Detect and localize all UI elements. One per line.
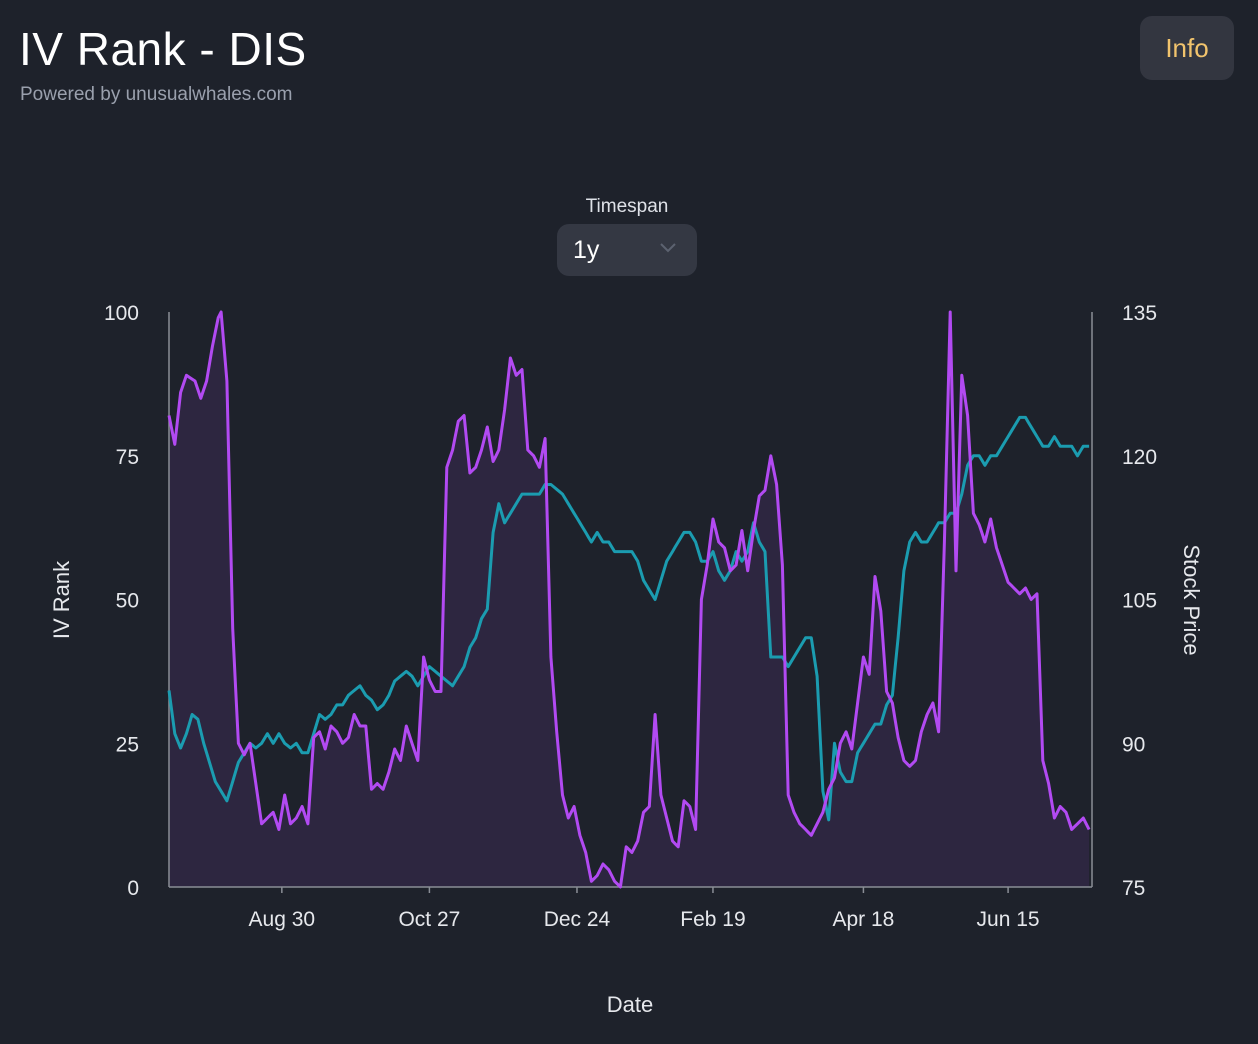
timespan-select[interactable]: 1y <box>557 224 697 276</box>
stock-price-line <box>167 415 1090 822</box>
x-tick-label: Feb 19 <box>680 908 745 931</box>
y-tick-label: 0 <box>127 877 139 900</box>
y2-tick-label: 105 <box>1122 590 1157 613</box>
y2-tick-label: 75 <box>1122 877 1145 900</box>
y-axis-title: IV Rank <box>49 560 74 639</box>
y2-axis-title: Stock Price <box>1179 544 1204 655</box>
x-tick-label: Oct 27 <box>398 908 460 931</box>
y-tick-label: 50 <box>116 590 139 613</box>
timespan-label: Timespan <box>585 196 669 217</box>
x-tick-label: Jun 15 <box>977 908 1040 931</box>
info-button[interactable]: Info <box>1140 16 1234 80</box>
x-tick-label: Aug 30 <box>249 908 316 931</box>
iv-rank-line <box>167 310 1091 889</box>
x-tick-label: Dec 24 <box>544 908 611 931</box>
y-tick-label: 100 <box>104 302 139 325</box>
page-title: IV Rank - DIS <box>19 23 307 75</box>
iv-rank-area <box>169 312 1090 887</box>
x-axis-title: Date <box>607 992 653 1017</box>
y2-tick-label: 90 <box>1122 733 1145 756</box>
page-subtitle: Powered by unusualwhales.com <box>20 84 293 105</box>
timespan-select-value: 1y <box>573 235 600 264</box>
y2-tick-label: 120 <box>1122 446 1157 469</box>
y-tick-label: 25 <box>116 733 139 756</box>
chevron-down-icon <box>660 243 676 253</box>
y-tick-label: 75 <box>116 446 139 469</box>
y2-tick-label: 135 <box>1122 302 1157 325</box>
x-tick-label: Apr 18 <box>832 908 894 931</box>
